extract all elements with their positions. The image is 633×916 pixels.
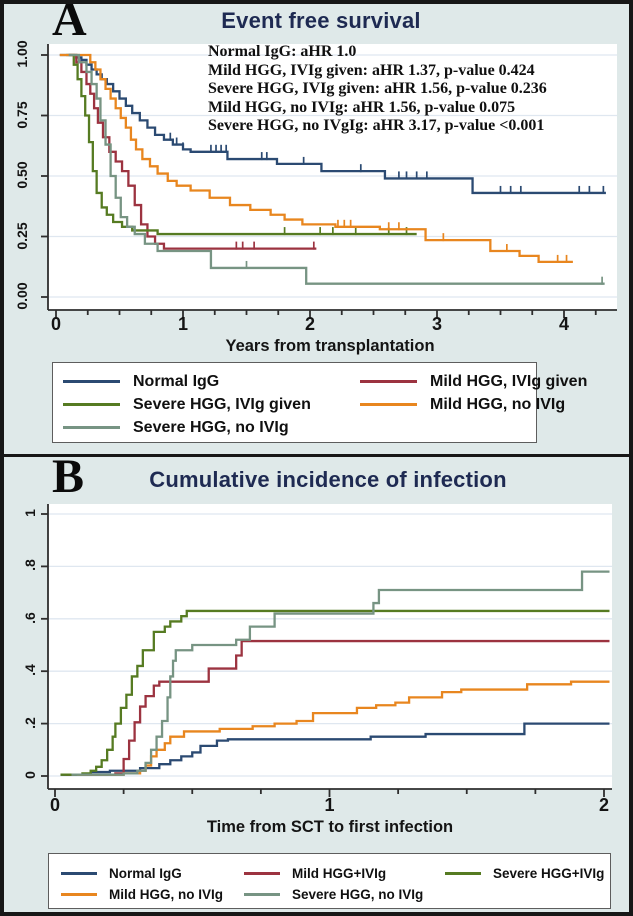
curve-severe_noivig xyxy=(68,53,605,285)
legend-label: Normal IgG xyxy=(109,866,182,881)
annotation-line: Mild HGG, IVIg given: aHR 1.37, p-value … xyxy=(208,61,535,79)
curve-severe_noivig xyxy=(71,570,610,776)
x-tick-label: 4 xyxy=(558,314,569,334)
x-tick-label: 0 xyxy=(50,314,61,334)
legend-swatch-mild_noivig xyxy=(360,402,417,407)
legend-b: Normal IgG Mild HGG+IVIg Severe HGG+IVIg Mi… xyxy=(48,853,611,909)
panel-a-event-free-survival: A Event free survival Normal IgG: aHR 1.… xyxy=(0,0,633,455)
legend-label: Mild HGG, no IVIg xyxy=(430,395,566,413)
x-axis-title-a: Years from transplantation xyxy=(225,337,435,355)
legend-swatch-mild_ivig xyxy=(244,872,280,875)
y-tick-label: 0.25 xyxy=(14,221,30,250)
panel-letter-a: A xyxy=(52,0,87,46)
legend-item-normal: Normal IgG xyxy=(61,863,244,884)
legend-item-severe_noivig: Severe HGG, no IVIg xyxy=(63,416,360,439)
legend-label: Severe HGG, no IVIg xyxy=(133,418,289,436)
legend-swatch-severe_noivig xyxy=(244,893,280,896)
panel-divider xyxy=(0,454,633,457)
legend-label: Mild HGG, IVIg given xyxy=(430,372,588,390)
annotation-line: Mild HGG, no IVIg: aHR 1.56, p-value 0.0… xyxy=(208,98,516,116)
legend-item-severe_ivig: Severe HGG, IVIg given xyxy=(63,393,360,416)
curve-severe_ivig xyxy=(60,609,610,776)
y-tick-label: 0.00 xyxy=(14,282,30,310)
legend-a: Normal IgG Mild HGG, IVIg given Severe HGG… xyxy=(52,362,587,443)
panel-b-cumulative-incidence: B Cumulative incidence of infection Time… xyxy=(0,450,633,916)
y-tick-label: 1 xyxy=(22,509,38,517)
x-tick-label: 0 xyxy=(49,795,60,815)
curve-mild_ivig xyxy=(65,639,610,776)
legend-swatch-normal xyxy=(61,872,97,875)
legend-swatch-mild_noivig xyxy=(61,893,97,896)
x-tick-label: 2 xyxy=(598,795,609,815)
y-tick-label: 1.00 xyxy=(14,40,30,68)
hazard-ratio-annotations: Normal IgG: aHR 1.0 Mild HGG, IVIg given:… xyxy=(208,43,547,136)
x-tick-label: 1 xyxy=(324,795,335,815)
curve-normal xyxy=(60,722,610,776)
plot-area xyxy=(48,504,612,789)
x-tick-label: 3 xyxy=(431,314,442,334)
y-tick-label: .6 xyxy=(22,611,38,624)
legend-label: Severe HGG, IVIg given xyxy=(133,395,311,413)
legend-label: Severe HGG+IVIg xyxy=(493,866,605,881)
y-tick-label: .8 xyxy=(22,559,38,572)
legend-swatch-severe_noivig xyxy=(63,425,120,430)
y-tick-label: 0 xyxy=(22,771,38,779)
legend-item-mild_noivig: Mild HGG, no IVIg xyxy=(61,884,244,905)
incidence-plot-b xyxy=(41,504,612,797)
legend-item-normal: Normal IgG xyxy=(63,370,360,393)
x-tick-label: 1 xyxy=(177,314,188,334)
x-axis-title-b: Time from SCT to first infection xyxy=(206,818,454,836)
annotation-line: Severe HGG, IVIg given: aHR 1.56, p-valu… xyxy=(208,80,547,98)
panel-title-a: Event free survival xyxy=(221,8,421,33)
legend-label: Mild HGG, no IVIg xyxy=(109,887,223,902)
annotation-line: Normal IgG: aHR 1.0 xyxy=(208,43,357,60)
plot-area xyxy=(48,44,617,310)
legend-label: Normal IgG xyxy=(133,372,220,390)
panel-letter-b: B xyxy=(52,450,85,503)
x-tick-label: 2 xyxy=(304,314,315,334)
legend-item-mild_ivig: Mild HGG+IVIg xyxy=(244,863,445,884)
km-plot-a xyxy=(41,44,617,318)
legend-label: Severe HGG, no IVIg xyxy=(292,887,424,902)
curve-mild_noivig xyxy=(59,53,573,264)
legend-swatch-mild_ivig xyxy=(360,379,417,384)
y-tick-label: .2 xyxy=(22,716,38,729)
legend-swatch-severe_ivig xyxy=(445,872,481,875)
legend-item-mild_ivig: Mild HGG, IVIg given xyxy=(360,370,587,393)
legend-item-severe_ivig: Severe HGG+IVIg xyxy=(445,863,610,884)
panel-title-b: Cumulative incidence of infection xyxy=(149,467,507,492)
annotation-line: Severe HGG, no IVgIg: aHR 3.17, p-value … xyxy=(208,117,545,135)
y-tick-label: .4 xyxy=(22,664,38,677)
legend-swatch-severe_ivig xyxy=(63,402,120,407)
y-tick-label: 0.50 xyxy=(14,161,30,189)
curve-normal xyxy=(59,53,606,195)
legend-swatch-normal xyxy=(63,379,120,384)
legend-item-severe_noivig: Severe HGG, no IVIg xyxy=(244,884,445,905)
y-tick-label: 0.75 xyxy=(14,100,30,129)
legend-label: Mild HGG+IVIg xyxy=(292,866,387,881)
legend-item-mild_noivig: Mild HGG, no IVIg xyxy=(360,393,587,416)
